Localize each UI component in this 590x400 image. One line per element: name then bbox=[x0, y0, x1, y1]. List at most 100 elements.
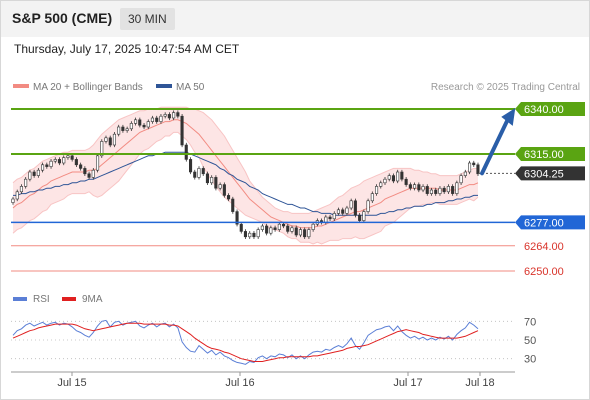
candle bbox=[91, 168, 95, 180]
candle-body bbox=[201, 168, 205, 175]
rsi-legend-label: RSI bbox=[33, 294, 50, 305]
candle bbox=[391, 173, 396, 184]
candle bbox=[243, 229, 247, 239]
candle bbox=[231, 196, 235, 214]
instrument-title: S&P 500 (CME) bbox=[12, 10, 113, 26]
candle-body bbox=[451, 186, 455, 194]
candle-body bbox=[134, 119, 138, 124]
candle bbox=[412, 182, 417, 191]
candle-body bbox=[379, 182, 383, 187]
candle bbox=[36, 168, 40, 178]
candle-body bbox=[408, 184, 412, 189]
candle bbox=[400, 169, 404, 182]
candle bbox=[155, 115, 159, 124]
candle bbox=[290, 225, 294, 234]
projection-arrow-shaft bbox=[480, 117, 510, 176]
candle-body bbox=[417, 184, 421, 191]
candle bbox=[345, 205, 349, 216]
candle-body bbox=[248, 232, 252, 238]
candle-body bbox=[214, 177, 218, 189]
candle bbox=[184, 142, 188, 162]
candle bbox=[100, 139, 104, 158]
time-axis: Jul 15 Jul 16 Jul 17 Jul 18 bbox=[11, 371, 515, 389]
candle bbox=[277, 222, 281, 232]
price-levels: 6340.00 6315.00 6304.25 6277.00 6264.00 6250.… bbox=[11, 102, 585, 278]
candle-body bbox=[298, 229, 303, 236]
candle bbox=[205, 171, 209, 185]
candle bbox=[201, 166, 205, 176]
ma20-legend-label: MA 20 + Bollinger Bands bbox=[33, 82, 143, 93]
candle bbox=[193, 169, 197, 180]
candle-body bbox=[83, 168, 87, 175]
candle-body bbox=[260, 225, 264, 230]
rsi-tick-70: 70 bbox=[524, 316, 536, 328]
candle-body bbox=[231, 198, 235, 212]
candle bbox=[349, 198, 353, 211]
candle-body bbox=[307, 229, 311, 238]
candle bbox=[210, 175, 214, 185]
candle-body bbox=[15, 191, 19, 200]
candle-body bbox=[74, 159, 78, 166]
candle bbox=[383, 177, 387, 185]
candle bbox=[404, 177, 408, 187]
candle bbox=[117, 124, 121, 137]
candle-body bbox=[62, 157, 66, 164]
candle bbox=[455, 180, 459, 196]
candle bbox=[57, 157, 62, 166]
candle bbox=[311, 222, 315, 232]
candle bbox=[260, 223, 264, 232]
candle-body bbox=[463, 171, 467, 176]
candle bbox=[374, 184, 379, 196]
candle bbox=[252, 231, 256, 239]
candle bbox=[19, 184, 24, 194]
ma50-legend-swatch bbox=[156, 84, 172, 88]
copyright-text: Research © 2025 Trading Central bbox=[431, 82, 580, 93]
candle-body bbox=[142, 124, 146, 128]
candle bbox=[408, 182, 412, 191]
candle bbox=[222, 182, 226, 198]
candle-body bbox=[112, 133, 116, 146]
candle-body bbox=[146, 121, 150, 128]
candle bbox=[307, 227, 311, 239]
ma50-line bbox=[13, 151, 478, 216]
candle bbox=[159, 114, 163, 124]
candle-body bbox=[104, 137, 108, 142]
candle-body bbox=[383, 178, 387, 184]
candle-body bbox=[108, 137, 112, 146]
candle bbox=[129, 121, 133, 131]
candle bbox=[96, 153, 100, 173]
candle-body bbox=[197, 168, 201, 178]
candle bbox=[125, 126, 129, 133]
candle-body bbox=[324, 216, 328, 223]
candle bbox=[451, 184, 455, 196]
candle-body bbox=[66, 155, 70, 158]
candle-body bbox=[184, 144, 188, 160]
candle-body bbox=[96, 155, 100, 171]
candle-body bbox=[235, 211, 239, 225]
candle bbox=[298, 227, 303, 238]
candle bbox=[472, 160, 476, 167]
candle bbox=[353, 198, 357, 218]
candle-body bbox=[467, 162, 472, 173]
candle-body bbox=[45, 164, 49, 167]
time-tick-label: Jul 18 bbox=[465, 377, 494, 389]
candle bbox=[417, 182, 421, 193]
candle-body bbox=[91, 169, 95, 178]
candle bbox=[336, 207, 341, 216]
timeframe-badge[interactable]: 30 MIN bbox=[120, 8, 175, 30]
candle-body bbox=[163, 114, 167, 117]
candle-body bbox=[159, 115, 163, 122]
candle-body bbox=[129, 123, 133, 130]
candle-body bbox=[438, 187, 442, 194]
candle bbox=[53, 157, 57, 164]
candle bbox=[463, 169, 467, 178]
candle-body bbox=[425, 186, 429, 194]
candle-body bbox=[277, 223, 281, 230]
candle bbox=[87, 171, 91, 180]
candle-body bbox=[167, 114, 171, 119]
candle bbox=[239, 222, 243, 234]
candle bbox=[476, 162, 480, 176]
candle-body bbox=[273, 227, 277, 230]
